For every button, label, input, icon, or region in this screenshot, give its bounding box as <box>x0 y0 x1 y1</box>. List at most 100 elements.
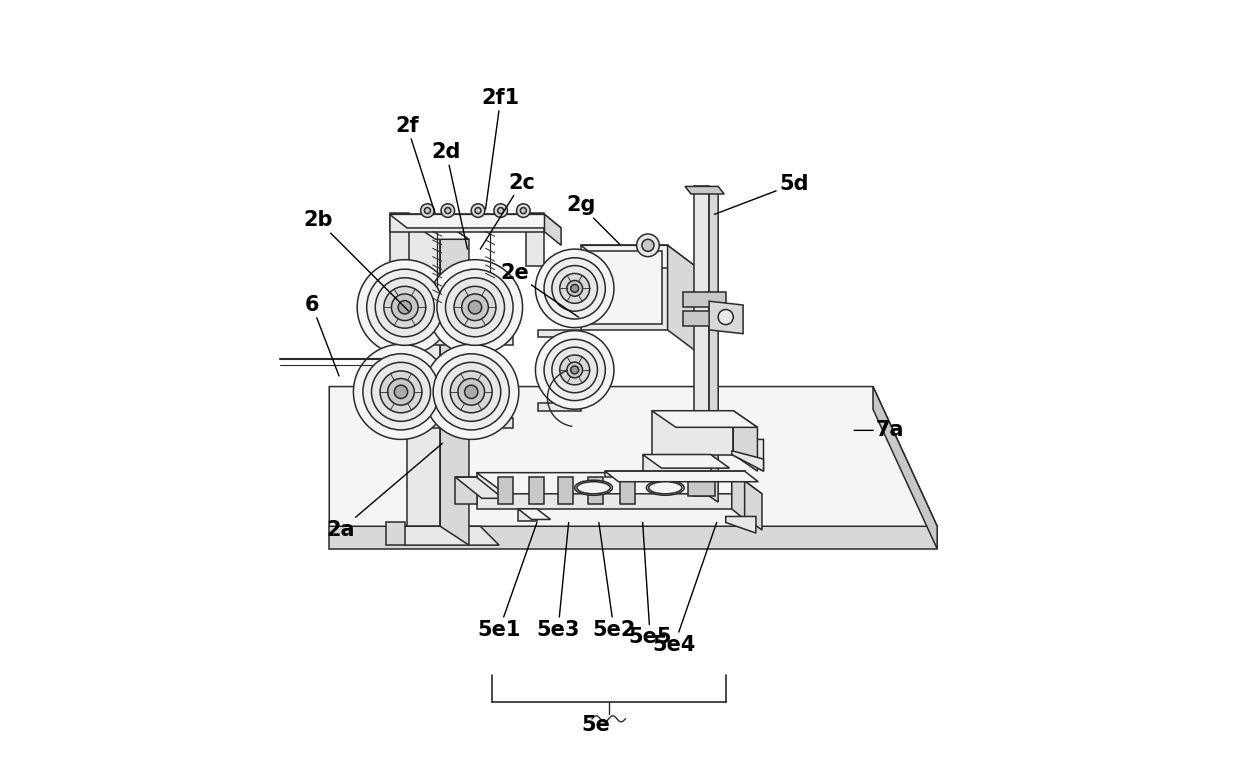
Polygon shape <box>526 213 544 266</box>
Polygon shape <box>544 215 560 246</box>
Polygon shape <box>389 213 408 266</box>
Circle shape <box>428 260 522 355</box>
Circle shape <box>642 240 653 252</box>
Circle shape <box>465 385 477 399</box>
Circle shape <box>441 362 501 421</box>
Circle shape <box>497 208 503 214</box>
Circle shape <box>570 284 579 293</box>
Ellipse shape <box>574 481 613 495</box>
Circle shape <box>445 208 451 214</box>
Polygon shape <box>529 478 544 504</box>
Circle shape <box>475 208 481 214</box>
Circle shape <box>433 354 510 430</box>
Circle shape <box>392 294 418 321</box>
Polygon shape <box>873 387 937 549</box>
Polygon shape <box>605 471 758 482</box>
Circle shape <box>552 347 598 393</box>
Polygon shape <box>694 186 709 496</box>
Circle shape <box>379 371 422 413</box>
Polygon shape <box>386 526 500 545</box>
Text: 2f1: 2f1 <box>481 88 520 209</box>
Circle shape <box>461 294 489 321</box>
Circle shape <box>436 269 513 346</box>
Polygon shape <box>392 335 513 345</box>
Circle shape <box>424 344 518 440</box>
Text: 5e5: 5e5 <box>629 522 672 647</box>
Circle shape <box>424 208 430 214</box>
Polygon shape <box>476 473 763 493</box>
Circle shape <box>718 309 733 324</box>
Text: 5e4: 5e4 <box>652 522 717 655</box>
Circle shape <box>357 260 453 355</box>
Text: 5e3: 5e3 <box>537 522 580 640</box>
Polygon shape <box>667 246 698 352</box>
Circle shape <box>458 378 485 406</box>
Polygon shape <box>605 471 744 478</box>
Text: 5e1: 5e1 <box>477 522 537 640</box>
Polygon shape <box>642 455 729 468</box>
Polygon shape <box>587 252 661 324</box>
Polygon shape <box>683 292 725 307</box>
Circle shape <box>450 371 492 413</box>
Polygon shape <box>455 478 503 498</box>
Text: 2g: 2g <box>565 196 620 245</box>
Circle shape <box>517 204 531 218</box>
Circle shape <box>536 330 614 409</box>
Circle shape <box>559 274 589 303</box>
Text: 5e2: 5e2 <box>593 522 636 640</box>
Circle shape <box>384 287 425 328</box>
Polygon shape <box>709 301 743 334</box>
Circle shape <box>445 277 505 337</box>
Circle shape <box>567 280 583 296</box>
Text: 2e: 2e <box>500 263 579 317</box>
Circle shape <box>353 344 449 440</box>
Polygon shape <box>392 418 513 428</box>
Text: 5e: 5e <box>582 715 610 735</box>
Circle shape <box>521 208 526 214</box>
Text: 2c: 2c <box>480 173 536 249</box>
Polygon shape <box>476 473 733 509</box>
Circle shape <box>388 378 414 406</box>
Circle shape <box>570 366 579 374</box>
Polygon shape <box>652 411 758 428</box>
Polygon shape <box>497 478 513 504</box>
Polygon shape <box>518 509 537 521</box>
Circle shape <box>636 234 660 257</box>
Circle shape <box>552 265 598 311</box>
Text: 2d: 2d <box>432 143 467 249</box>
Polygon shape <box>455 478 476 504</box>
Polygon shape <box>330 387 937 526</box>
Polygon shape <box>684 186 724 194</box>
Circle shape <box>544 340 605 400</box>
Circle shape <box>398 301 412 314</box>
Polygon shape <box>688 481 715 496</box>
Polygon shape <box>389 215 544 232</box>
Circle shape <box>394 385 408 399</box>
Polygon shape <box>683 311 725 326</box>
Polygon shape <box>620 478 635 504</box>
Circle shape <box>567 362 583 377</box>
Circle shape <box>420 204 434 218</box>
Text: 2f: 2f <box>396 116 435 213</box>
Polygon shape <box>732 440 764 471</box>
Ellipse shape <box>646 481 684 495</box>
Circle shape <box>367 269 443 346</box>
Polygon shape <box>440 221 469 545</box>
Circle shape <box>454 287 496 328</box>
Circle shape <box>363 354 439 430</box>
Polygon shape <box>558 478 573 504</box>
Polygon shape <box>407 221 469 240</box>
Polygon shape <box>642 455 711 473</box>
Circle shape <box>376 277 434 337</box>
Ellipse shape <box>649 482 682 493</box>
Text: 7a: 7a <box>854 421 905 440</box>
Polygon shape <box>389 215 560 228</box>
Circle shape <box>544 258 605 319</box>
Circle shape <box>441 204 455 218</box>
Polygon shape <box>580 246 698 268</box>
Circle shape <box>471 204 485 218</box>
Circle shape <box>536 249 614 327</box>
Text: 6: 6 <box>305 295 339 376</box>
Polygon shape <box>330 526 937 549</box>
Circle shape <box>469 301 481 314</box>
